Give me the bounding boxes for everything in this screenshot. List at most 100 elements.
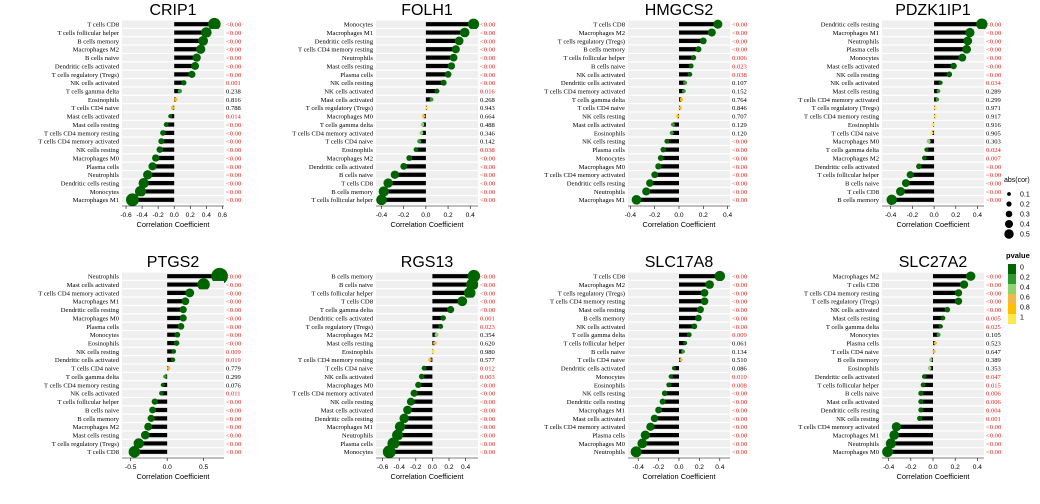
category-label: T cells follicular helper [563,55,625,62]
pvalue-color-segment [1008,304,1016,314]
chart-svg-hmgcs2: HMGCS2 T cells CD8 <0.00 Macrophages M2 <0.0… [544,2,748,229]
lollipop-dot [174,97,178,102]
category-label: Mast cells resting [326,63,373,70]
lollipop-dot [660,146,666,153]
p-value-label: 0.038 [480,147,496,154]
p-value-label: 0.001 [986,416,1001,423]
row-band [882,54,984,62]
p-value-label: <0.00 [480,172,496,179]
p-value-label: 0.577 [480,357,496,364]
x-tick-label: 0.0 [170,212,179,219]
row-band [882,20,984,28]
lollipop-dot [962,44,971,54]
lollipop-dot [650,414,659,423]
p-value-label: <0.00 [986,38,1002,45]
category-label: Neutrophils [342,432,374,439]
category-label: Macrophages M1 [73,299,119,306]
x-tick-label: 0.0 [928,464,937,471]
category-label: Macrophages M2 [833,274,879,281]
p-value-label: 0.015 [986,382,1002,389]
x-tick-label: -0.4 [633,464,645,471]
category-label: B cells naive [845,180,879,187]
category-label: T cells CD4 naive [831,349,879,356]
x-axis-label: Correlation Coefficient [391,472,464,481]
p-value-label: 0.916 [986,122,1002,129]
lollipop-dot [428,358,432,362]
p-value-label: <0.00 [732,399,748,406]
lollipop-dot [691,323,698,330]
category-label: Macrophages M2 [327,332,373,339]
chart-svg-ptgs2: PTGS2 Neutrophils <0.00 Mast cells activate… [38,254,242,481]
category-label: T cells CD4 memory activated [292,130,374,137]
category-label: T cells CD4 memory activated [798,424,880,431]
row-band [122,448,224,456]
p-value-label: 0.905 [986,130,1002,137]
category-label: Plasma cells [86,164,119,171]
category-label: B cells naive [845,391,879,398]
category-label: Mast cells activated [321,407,374,414]
lollipop-dot [707,28,716,37]
x-tick-label: -0.6 [120,212,132,219]
row-band [376,314,478,322]
category-label: Macrophages M1 [579,197,625,204]
p-value-label: <0.00 [732,290,748,297]
category-label: Eosinophils [594,382,626,389]
lollipop-dot [198,35,209,46]
category-label: Dendritic cells activated [815,164,880,171]
category-label: T cells CD4 memory activated [544,424,626,431]
lollipop-dot [126,193,139,207]
category-label: T cells CD8 [87,22,119,29]
chart-panel-crip1: CRIP1 T cells CD8 <0.00 T cells follicular … [4,0,264,252]
row-band [122,62,224,70]
category-label: T cells CD4 memory resting [804,290,880,297]
p-value-label: <0.00 [226,30,242,37]
row-band [376,347,478,356]
size-legend-label: 0.1 [1020,192,1030,199]
p-value-label: <0.00 [732,30,748,37]
category-label: Plasma cells [86,324,119,331]
chart-title: SLC17A8 [645,254,714,271]
lollipop-dot [400,162,408,170]
x-tick-label: 0.2 [443,212,452,219]
chart-svg-crip1: CRIP1 T cells CD8 <0.00 T cells follicular … [38,2,242,229]
p-value-label: 0.238 [226,88,242,95]
category-label: Dendritic cells activated [309,315,374,322]
lollipop-dot [459,27,470,38]
row-band [882,79,984,87]
category-label: T cells CD4 memory activated [798,97,880,104]
p-value-label: <0.00 [226,416,242,423]
pvalue-legend-tick: 0.4 [1020,285,1030,292]
category-label: T cells follicular helper [57,399,119,406]
category-label: T cells CD4 memory resting [298,357,374,364]
lollipop-dot [160,130,166,136]
row-band [376,179,478,187]
category-label: Mast cells resting [326,340,373,347]
p-value-label: 0.012 [480,366,495,373]
category-label: Monocytes [850,332,880,339]
p-value-label: <0.00 [480,407,496,414]
chart-panel-folh1: FOLH1 Monocytes <0.00 Macrophages M1 <0.00 De… [258,0,518,252]
category-label: T cells CD8 [341,299,373,306]
lollipop-dot [679,97,684,102]
lollipop-dot [901,179,910,188]
p-value-label: 0.014 [226,114,242,121]
lollipop-dot [686,332,692,338]
category-label: Neutrophils [594,189,626,196]
p-value-label: <0.00 [986,55,1002,62]
p-value-label: <0.00 [226,63,242,70]
lollipop-dot [383,178,393,188]
category-label: T cells CD4 memory activated [38,290,120,297]
p-value-label: <0.00 [226,47,242,54]
category-label: T cells CD4 memory resting [550,299,626,306]
row-band [376,331,478,339]
lollipop-dot [664,138,670,144]
p-value-label: <0.00 [986,72,1002,79]
x-axis-label: Correlation Coefficient [643,220,716,229]
x-tick-label: 0.4 [973,464,982,471]
category-label: Macrophages M1 [327,30,373,37]
lollipop-dot [657,155,664,161]
lollipop-dot [463,287,476,299]
category-label: Eosinophils [88,97,120,104]
x-tick-label: -0.4 [376,212,388,219]
p-value-label: <0.00 [986,189,1002,196]
